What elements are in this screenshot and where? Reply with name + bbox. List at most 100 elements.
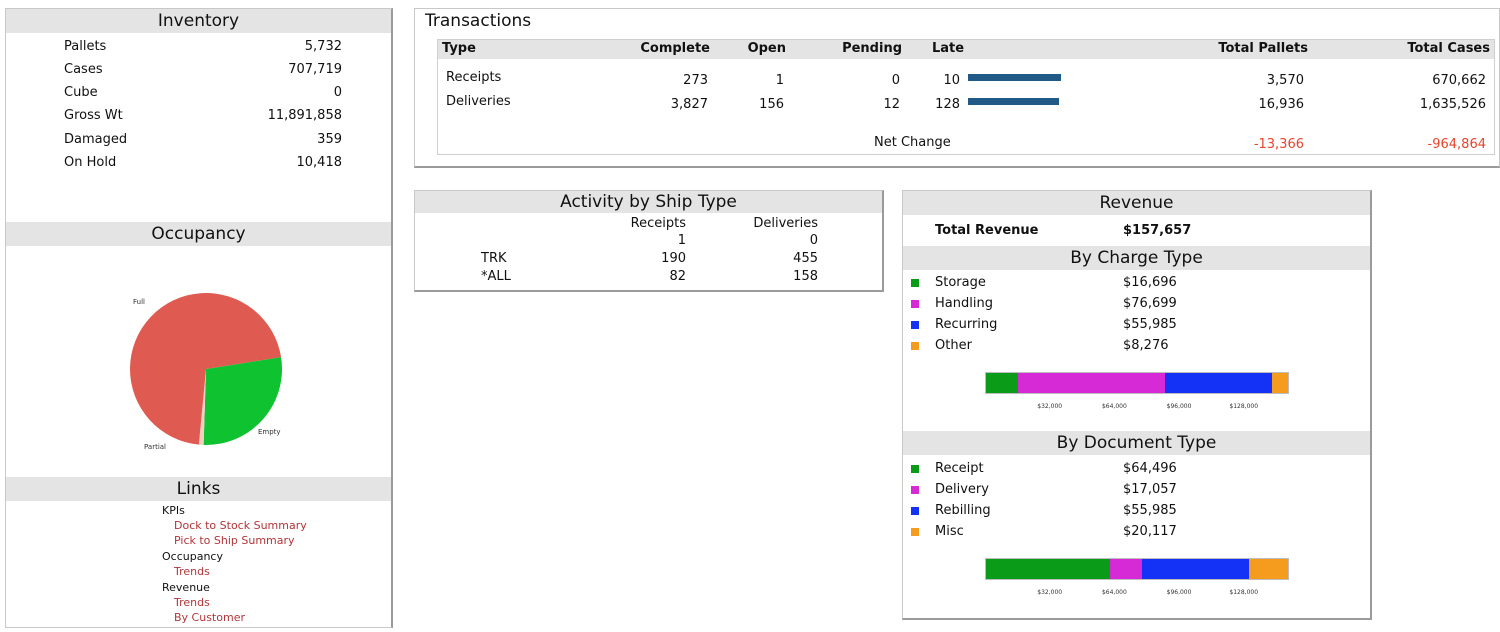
row-complete: 3,827	[670, 97, 708, 112]
net-change-cases: -964,864	[1427, 137, 1486, 152]
charge-type-axis: $32,000 $64,000 $96,000 $128,000	[985, 403, 1289, 413]
document-type-stacked-bar	[985, 558, 1289, 580]
inventory-label: On Hold	[64, 155, 117, 170]
link-dock-to-stock-summary[interactable]: Dock to Stock Summary	[174, 519, 307, 532]
pie-slice-full	[130, 293, 282, 445]
links-header: Links	[6, 477, 391, 501]
legend-swatch	[911, 486, 919, 494]
row-pending: 0	[891, 73, 900, 88]
inventory-label: Cube	[64, 85, 98, 100]
legend-label: Other	[935, 338, 972, 353]
list-item: Receipt $64,496	[907, 461, 1187, 483]
legend-value: $76,699	[1123, 296, 1177, 311]
activity-panel: Activity by Ship Type Receipts Deliverie…	[414, 190, 884, 292]
net-change-label: Net Change	[874, 135, 951, 150]
row-open: 1	[775, 73, 784, 88]
legend-swatch	[911, 342, 919, 350]
activity-deliveries: 158	[793, 269, 818, 284]
total-revenue-label: Total Revenue	[935, 223, 1039, 238]
links-category-occupancy: Occupancy	[162, 550, 223, 563]
activity-deliveries: 455	[793, 251, 818, 266]
link-pick-to-ship-summary[interactable]: Pick to Ship Summary	[174, 534, 295, 547]
legend-swatch	[911, 465, 919, 473]
activity-receipts: 190	[661, 251, 686, 266]
inventory-header: Inventory	[6, 9, 391, 33]
inventory-label: Damaged	[64, 132, 128, 147]
inventory-value: 5,732	[304, 39, 342, 54]
inventory-label: Cases	[64, 62, 103, 77]
occupancy-header: Occupancy	[6, 222, 391, 246]
document-type-axis: $32,000 $64,000 $96,000 $128,000	[985, 589, 1289, 599]
link-occupancy-trends[interactable]: Trends	[174, 565, 210, 578]
col-late: Late	[932, 41, 965, 56]
legend-label: Rebilling	[935, 503, 991, 518]
axis-tick-label: $128,000	[1229, 589, 1259, 596]
activity-col-deliveries: Deliveries	[753, 216, 818, 231]
stack-segment-recurring	[1164, 373, 1273, 393]
legend-swatch	[911, 507, 919, 515]
row-complete: 273	[683, 73, 708, 88]
inventory-value: 10,418	[296, 155, 343, 170]
transactions-table: Type Complete Open Pending Late Total Pa…	[437, 39, 1495, 155]
document-type-header: By Document Type	[903, 431, 1370, 455]
col-type: Type	[442, 41, 476, 56]
activity-receipts: 1	[677, 233, 686, 248]
inventory-label: Pallets	[64, 39, 107, 54]
axis-tick-label: $64,000	[1101, 403, 1127, 410]
link-revenue-by-customer[interactable]: By Customer	[174, 611, 245, 624]
link-revenue-trends[interactable]: Trends	[174, 596, 210, 609]
total-revenue-value: $157,657	[1123, 223, 1192, 238]
inventory-row: On Hold 10,418	[64, 155, 342, 178]
row-type: Receipts	[446, 70, 502, 85]
stack-segment-handling	[1017, 373, 1165, 393]
pie-label-partial: Partial	[144, 443, 166, 451]
late-bar	[968, 74, 1061, 81]
row-pending: 12	[883, 97, 900, 112]
list-item: Handling $76,699	[907, 296, 1187, 318]
net-change-pallets: -13,366	[1253, 137, 1304, 152]
row-total-pallets: 16,936	[1258, 97, 1305, 112]
left-column: Inventory Pallets 5,732 Cases 707,719 Cu…	[5, 8, 393, 628]
inventory-label: Gross Wt	[64, 108, 123, 123]
inventory-value: 11,891,858	[267, 108, 342, 123]
revenue-header: Revenue	[903, 191, 1370, 215]
activity-deliveries: 0	[809, 233, 818, 248]
legend-swatch	[911, 300, 919, 308]
legend-swatch	[911, 279, 919, 287]
col-pending: Pending	[842, 41, 902, 56]
row-late: 128	[935, 97, 960, 112]
transactions-panel: Transactions Type Complete Open Pending …	[414, 8, 1500, 168]
pie-label-empty: Empty	[258, 428, 281, 436]
col-complete: Complete	[640, 41, 710, 56]
legend-value: $55,985	[1123, 503, 1177, 518]
late-bar	[968, 98, 1059, 105]
legend-value: $20,117	[1123, 524, 1177, 539]
legend-label: Storage	[935, 275, 986, 290]
charge-type-stacked-bar	[985, 372, 1289, 394]
activity-receipts: 82	[669, 269, 686, 284]
row-open: 156	[759, 97, 784, 112]
legend-label: Misc	[935, 524, 964, 539]
inventory-row: Cases 707,719	[64, 62, 342, 85]
list-item: Storage $16,696	[907, 275, 1187, 297]
activity-type: *ALL	[481, 269, 511, 284]
stack-segment-delivery	[1109, 559, 1143, 579]
legend-swatch	[911, 321, 919, 329]
legend-label: Recurring	[935, 317, 998, 332]
pie-label-full: Full	[133, 298, 145, 306]
activity-header: Activity by Ship Type	[415, 191, 882, 213]
inventory-value: 359	[317, 132, 342, 147]
list-item: Other $8,276	[907, 338, 1187, 360]
activity-type: TRK	[481, 251, 507, 266]
axis-tick-label: $32,000	[1037, 403, 1063, 410]
links-category-revenue: Revenue	[162, 581, 210, 594]
legend-label: Handling	[935, 296, 993, 311]
legend-value: $8,276	[1123, 338, 1169, 353]
inventory-row: Gross Wt 11,891,858	[64, 108, 342, 131]
row-total-cases: 670,662	[1432, 73, 1486, 88]
row-total-cases: 1,635,526	[1419, 97, 1486, 112]
occupancy-pie-chart: Full Empty Partial	[130, 293, 282, 451]
stack-segment-receipt	[986, 559, 1110, 579]
row-late: 10	[943, 73, 960, 88]
transactions-header-row: Type Complete Open Pending Late Total Pa…	[438, 40, 1494, 59]
